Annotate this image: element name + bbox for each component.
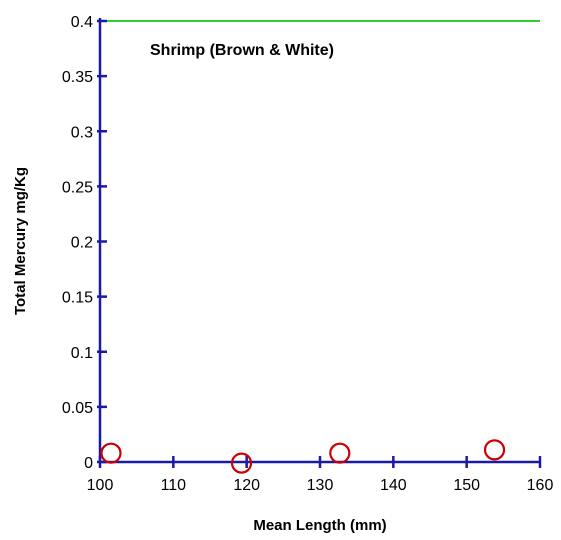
y-tick-label: 0.4	[71, 14, 93, 31]
y-tick-label: 0.2	[71, 235, 93, 252]
data-point	[230, 452, 253, 474]
data-points	[100, 439, 506, 474]
y-tick-label: 0.15	[62, 290, 93, 307]
x-axis-ticks: 100 110 120 130 140 150 160	[87, 456, 554, 494]
x-tick-label: 120	[233, 477, 260, 494]
x-tick-label: 140	[380, 477, 407, 494]
data-point	[483, 439, 506, 461]
data-point	[329, 442, 351, 464]
y-tick-label: 0.1	[71, 345, 93, 362]
y-tick-label: 0	[84, 455, 93, 472]
y-axis-title: Total Mercury mg/Kg	[12, 167, 29, 315]
x-tick-label: 160	[527, 477, 554, 494]
y-axis-ticks: 0 0.05 0.1 0.15 0.2 0.25 0.3 0.35 0.4	[62, 14, 107, 472]
x-tick-label: 110	[161, 477, 187, 494]
y-tick-label: 0.05	[62, 400, 93, 417]
y-tick-label: 0.3	[71, 124, 93, 141]
chart-title: Shrimp (Brown & White)	[150, 42, 334, 59]
x-axis-title: Mean Length (mm)	[253, 517, 386, 534]
x-tick-label: 130	[307, 477, 334, 494]
x-tick-label: 150	[453, 477, 480, 494]
data-point	[100, 442, 122, 464]
y-tick-label: 0.35	[62, 69, 93, 86]
y-tick-label: 0.25	[62, 179, 93, 196]
x-tick-label: 100	[87, 477, 114, 494]
